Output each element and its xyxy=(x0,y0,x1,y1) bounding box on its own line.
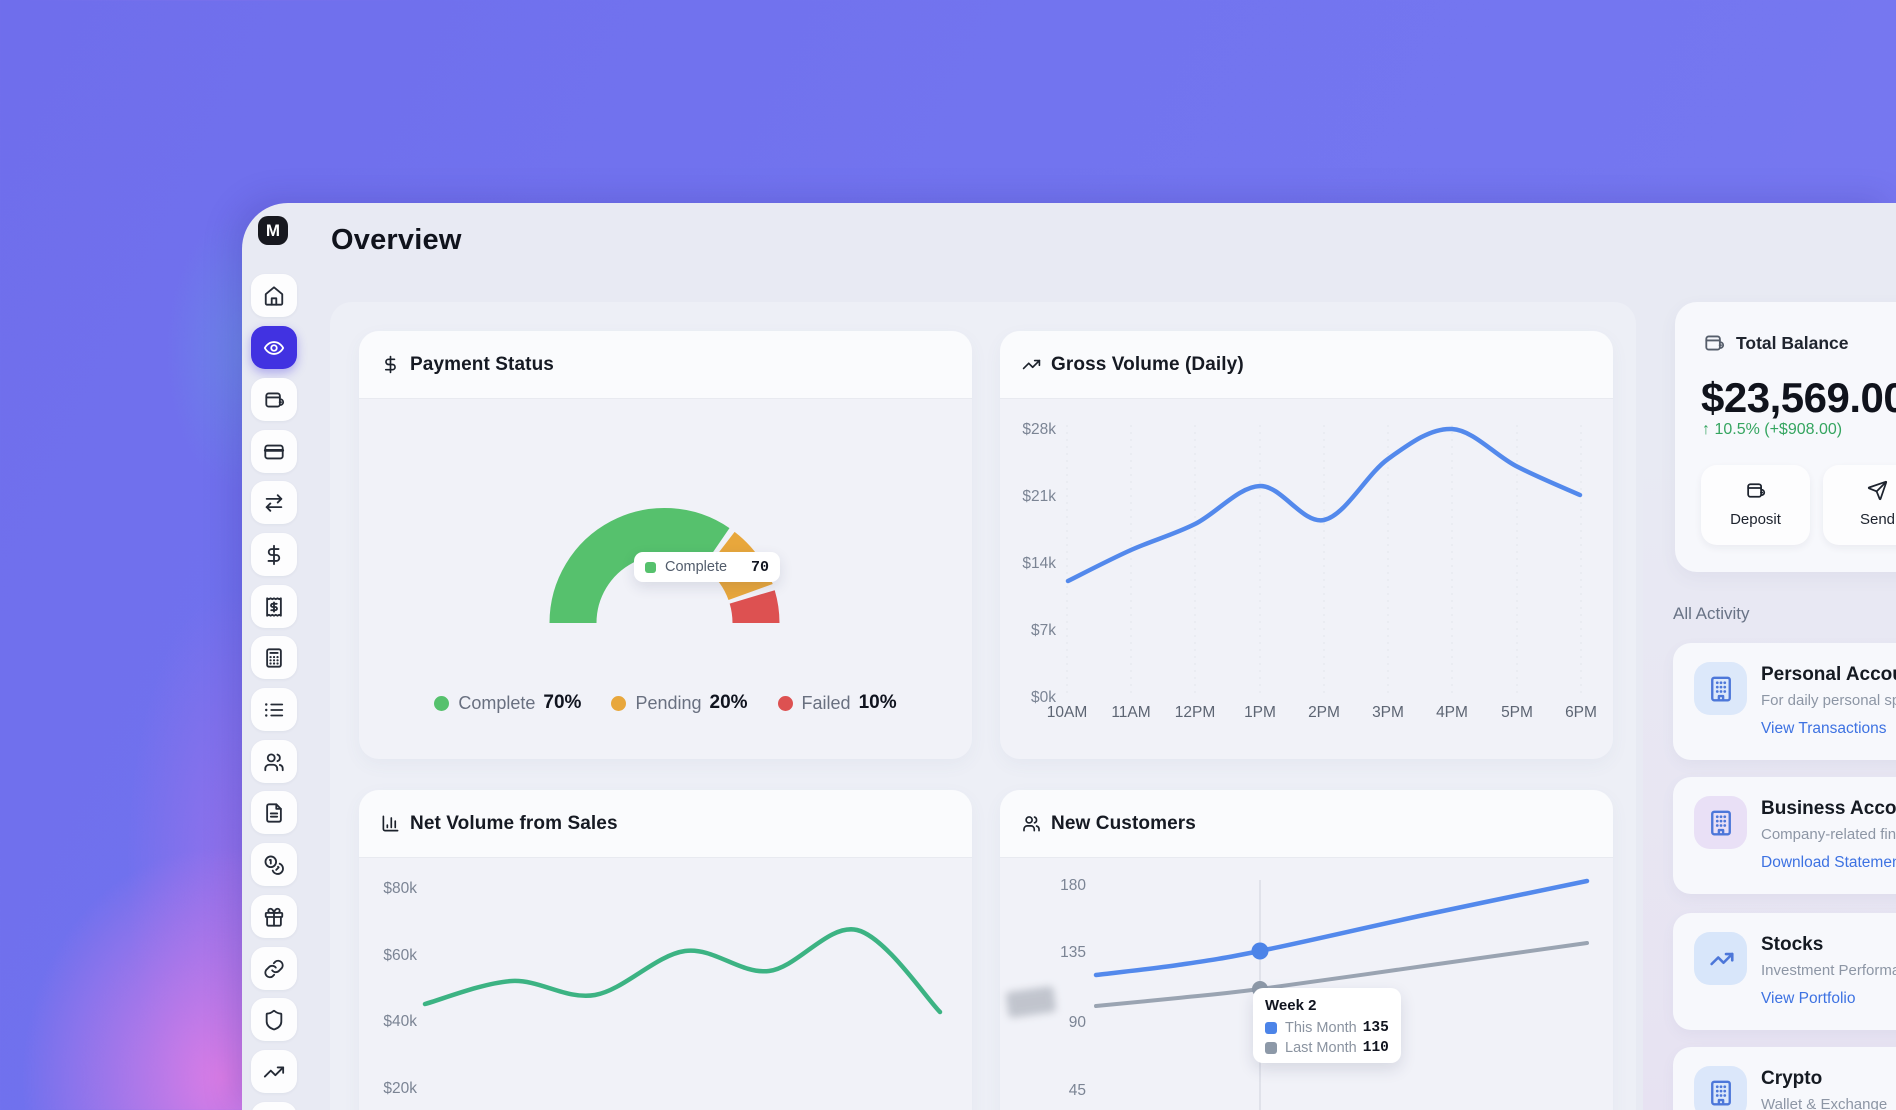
svg-text:5PM: 5PM xyxy=(1501,704,1533,721)
svg-text:$14k: $14k xyxy=(1022,555,1056,572)
svg-text:$60k: $60k xyxy=(383,947,417,964)
svg-text:45: 45 xyxy=(1069,1082,1086,1099)
svg-text:90: 90 xyxy=(1069,1014,1087,1031)
svg-text:$7k: $7k xyxy=(1031,622,1056,639)
svg-text:3PM: 3PM xyxy=(1372,704,1404,721)
svg-text:12PM: 12PM xyxy=(1175,704,1216,721)
svg-text:$80k: $80k xyxy=(383,880,417,897)
svg-text:$28k: $28k xyxy=(1022,421,1056,438)
svg-text:11AM: 11AM xyxy=(1111,704,1150,721)
svg-text:1PM: 1PM xyxy=(1244,704,1276,721)
svg-text:$40k: $40k xyxy=(383,1013,417,1030)
svg-text:$0k: $0k xyxy=(1031,689,1056,706)
svg-text:135: 135 xyxy=(1060,944,1086,961)
svg-text:6PM: 6PM xyxy=(1565,704,1597,721)
svg-text:180: 180 xyxy=(1060,877,1086,894)
svg-text:2PM: 2PM xyxy=(1308,704,1340,721)
svg-text:$21k: $21k xyxy=(1022,488,1056,505)
svg-text:4PM: 4PM xyxy=(1436,704,1468,721)
svg-text:10AM: 10AM xyxy=(1047,704,1088,721)
svg-text:$20k: $20k xyxy=(383,1080,417,1097)
